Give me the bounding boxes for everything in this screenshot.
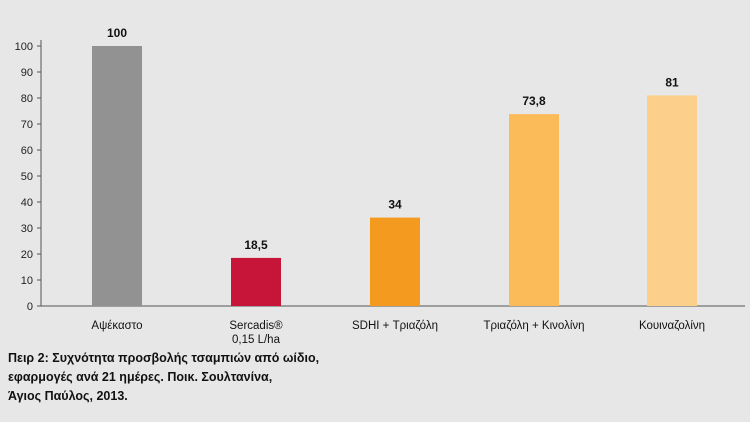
category-label: Τριαζόλη + Κινολίνη — [483, 320, 584, 332]
y-tick-label: 30 — [21, 223, 33, 235]
value-labels: 100 18,5 34 73,8 81 — [107, 26, 679, 252]
bar — [647, 95, 697, 307]
caption-line-3: Άγιος Παύλος, 2013. — [8, 389, 128, 403]
bar-chart: 0 10 20 30 40 50 60 70 80 90 100 100 18,5 34 73,8 81 Α… — [15, 26, 745, 345]
caption-line-2: εφαρμογές ανά 21 ημέρες. Ποικ. Σουλτανίν… — [8, 370, 273, 384]
caption-line-1: Πειρ 2: Συχνότητα προσβολής τσαμπιών από… — [8, 351, 320, 365]
category-label: SDHI + Τριαζόλη — [352, 320, 438, 332]
bar — [509, 114, 559, 307]
y-tick-label: 10 — [21, 275, 33, 287]
data-label: 34 — [388, 198, 402, 212]
y-tick-label: 0 — [27, 301, 33, 313]
y-tick-label: 70 — [21, 119, 33, 131]
y-tick-label: 90 — [21, 67, 33, 79]
y-tick-label: 60 — [21, 145, 33, 157]
y-tick-label: 100 — [15, 41, 33, 53]
y-axis-ticks: 0 10 20 30 40 50 60 70 80 90 100 — [15, 41, 41, 313]
category-label: Αψέκαστο — [91, 320, 142, 332]
figure-caption: Πειρ 2: Συχνότητα προσβολής τσαμπιών από… — [8, 349, 319, 406]
category-label: Κουιναζολίνη — [639, 320, 705, 332]
category-label: Sercadis® 0,15 L/ha — [229, 320, 283, 345]
category-labels: Αψέκαστο Sercadis® 0,15 L/ha SDHI + Τριαζόλ… — [91, 320, 705, 345]
bar — [370, 217, 420, 306]
bar — [92, 46, 142, 306]
data-label: 81 — [665, 75, 679, 89]
data-label: 73,8 — [522, 94, 546, 108]
y-tick-label: 40 — [21, 197, 33, 209]
data-label: 100 — [107, 26, 127, 40]
y-tick-label: 20 — [21, 249, 33, 261]
data-label: 18,5 — [244, 238, 268, 252]
y-tick-label: 50 — [21, 171, 33, 183]
y-tick-label: 80 — [21, 93, 33, 105]
bar — [231, 257, 281, 306]
bars — [92, 46, 697, 307]
